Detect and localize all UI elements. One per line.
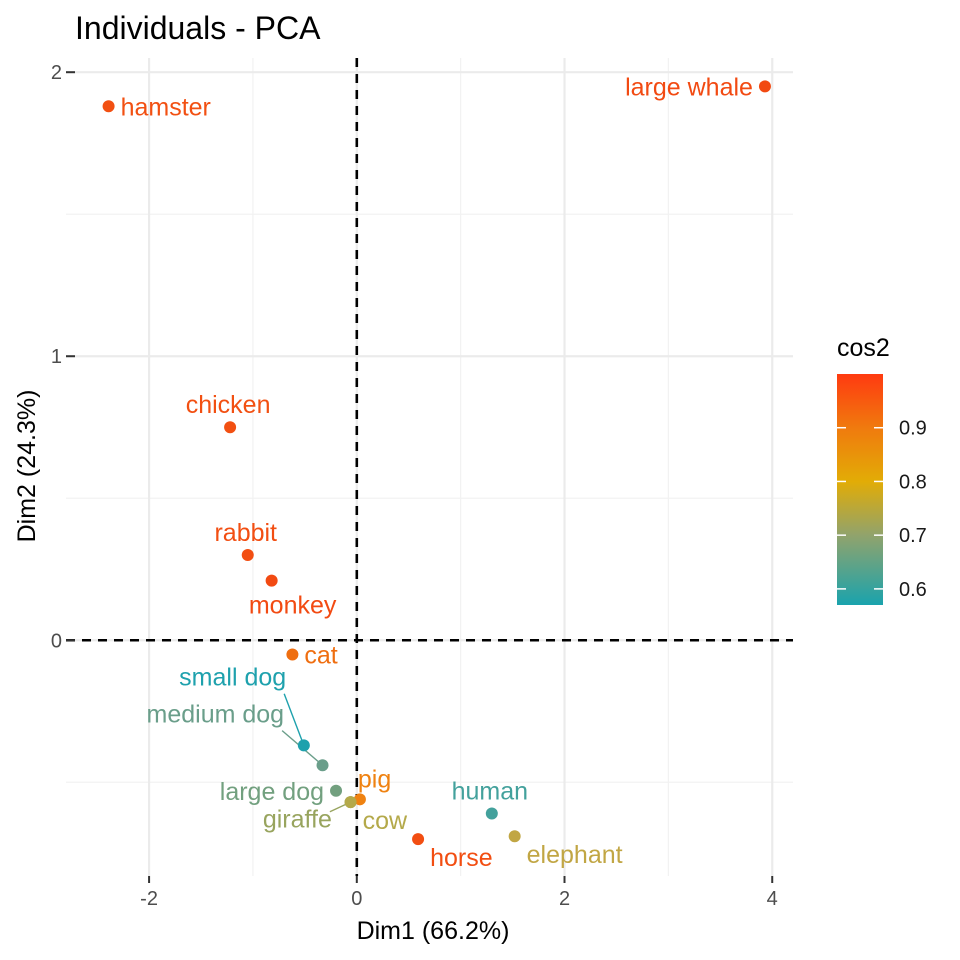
data-point: [412, 833, 425, 846]
data-point: [297, 739, 310, 752]
point-label: human: [452, 778, 528, 806]
legend-tick-label: 0.8: [899, 471, 927, 493]
legend-tick-label: 0.6: [899, 579, 927, 601]
point-label: pig: [358, 765, 391, 793]
legend-colorbar: [837, 374, 883, 605]
data-point: [316, 759, 329, 772]
y-tick-label: 1: [51, 346, 62, 368]
x-tick-label: 2: [559, 888, 570, 910]
point-label: giraffe: [263, 806, 332, 834]
legend-ticks: 0.6 0.7 0.8 0.9: [837, 418, 927, 601]
y-tick-label: 2: [51, 62, 62, 84]
x-tick-label: 0: [351, 888, 362, 910]
point-label: cow: [363, 807, 408, 835]
data-point: [758, 80, 771, 93]
point-label: large dog: [220, 778, 324, 806]
y-axis-title: Dim2 (24.3%): [13, 390, 41, 543]
chart-title: Individuals - PCA: [75, 10, 321, 46]
point-label: medium dog: [147, 701, 285, 729]
point-label: small dog: [179, 664, 286, 692]
point-label: rabbit: [214, 519, 277, 547]
data-point: [508, 830, 521, 843]
y-tick-label: 0: [51, 630, 62, 652]
x-tick-label: 4: [767, 888, 778, 910]
point-labels: large whale hamster chicken rabbit monkey cat…: [121, 73, 753, 872]
point-label: cat: [304, 641, 337, 669]
reference-lines: [66, 58, 793, 876]
x-axis-title: Dim1 (66.2%): [357, 917, 510, 945]
data-point: [286, 648, 299, 661]
data-point: [344, 796, 357, 809]
point-label: large whale: [625, 73, 753, 101]
data-points: [102, 80, 771, 846]
legend-tick-label: 0.7: [899, 525, 927, 547]
grid: [66, 58, 793, 876]
color-legend: cos2 0.6 0.7 0.8 0.9: [837, 334, 927, 605]
data-point: [102, 100, 115, 113]
data-point: [485, 807, 498, 820]
data-point: [265, 574, 278, 587]
legend-title: cos2: [837, 334, 890, 362]
data-point: [353, 793, 366, 806]
data-point: [241, 549, 254, 562]
data-point: [330, 784, 343, 797]
leader-line: [283, 693, 305, 746]
data-point: [224, 421, 237, 434]
axes: -2 0 2 4 0 1 2: [51, 62, 778, 910]
legend-tick-label: 0.9: [899, 418, 927, 440]
point-label: horse: [430, 844, 493, 872]
point-label: hamster: [121, 93, 211, 121]
point-label: chicken: [186, 391, 271, 419]
point-label: monkey: [249, 592, 337, 620]
x-tick-label: -2: [140, 888, 158, 910]
point-label: elephant: [527, 841, 623, 869]
